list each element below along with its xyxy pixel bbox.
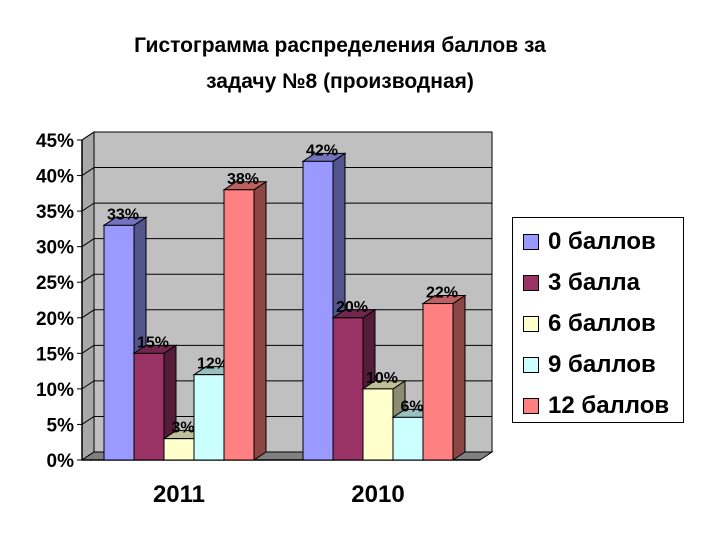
data-label: 10% <box>366 370 398 387</box>
x-tick-label: 2011 <box>153 481 205 508</box>
bar <box>362 388 394 461</box>
bar <box>332 317 364 461</box>
data-label: 15% <box>137 334 169 351</box>
gridline-side <box>81 131 95 141</box>
bar <box>133 352 165 461</box>
data-label: 22% <box>426 285 458 302</box>
bar <box>163 438 195 461</box>
y-tick-label: 40% <box>36 167 74 188</box>
data-label: 3% <box>171 420 194 437</box>
y-tick-label: 0% <box>47 451 75 472</box>
data-label: 20% <box>336 299 368 316</box>
gridline-side <box>81 202 95 212</box>
data-label: 38% <box>227 171 259 188</box>
legend-label-2: 6 баллов <box>548 310 656 337</box>
data-label: 42% <box>306 142 338 159</box>
y-tick-label: 25% <box>36 273 74 294</box>
bar <box>392 416 424 461</box>
legend-label-1: 3 балла <box>548 269 641 296</box>
legend-label-3: 9 баллов <box>548 351 656 378</box>
legend-swatch-4 <box>523 398 539 414</box>
chart-title-line-2: задачу №8 (производная) <box>206 70 474 93</box>
y-tick-label: 45% <box>36 131 74 152</box>
chart-title-line-1: Гистограмма распределения баллов за <box>134 34 546 57</box>
bar <box>223 189 255 461</box>
chart-legend: 0 баллов 3 балла 6 баллов 9 баллов 12 ба… <box>512 217 684 423</box>
legend-label-0: 0 баллов <box>548 228 656 255</box>
bar <box>302 160 334 461</box>
data-label: 6% <box>400 398 423 415</box>
y-tick-label: 30% <box>36 238 74 259</box>
chart-side-wall <box>81 131 95 461</box>
y-tick-label: 15% <box>36 344 74 365</box>
legend-label-4: 12 баллов <box>548 392 670 419</box>
bar <box>193 374 225 461</box>
x-tick-label: 2010 <box>351 481 404 508</box>
bar <box>422 303 454 461</box>
gridline-side <box>81 238 95 248</box>
legend-swatch-0 <box>523 234 539 250</box>
legend-item-0: 0 баллов <box>523 226 656 258</box>
gridline-side <box>81 416 95 425</box>
bar-side <box>253 180 267 461</box>
legend-swatch-1 <box>523 275 539 291</box>
y-tick-label: 10% <box>36 380 74 401</box>
bar-side <box>452 294 466 461</box>
legend-swatch-3 <box>523 357 539 373</box>
gridline-side <box>81 273 95 283</box>
legend-item-1: 3 балла <box>523 267 640 299</box>
gridline-side <box>81 309 95 319</box>
legend-item-2: 6 баллов <box>523 308 656 340</box>
gridline-side <box>81 344 95 354</box>
legend-swatch-2 <box>523 316 539 332</box>
y-tick-label: 20% <box>36 309 74 330</box>
legend-item-3: 9 баллов <box>523 349 656 381</box>
legend-item-4: 12 баллов <box>523 390 669 422</box>
y-tick-label: 5% <box>47 415 75 436</box>
data-label: 33% <box>107 206 139 223</box>
gridline-side <box>81 380 95 390</box>
y-tick-label: 35% <box>36 202 74 223</box>
data-label: 12% <box>197 356 229 373</box>
bar <box>103 224 135 461</box>
gridline-side <box>81 167 95 176</box>
